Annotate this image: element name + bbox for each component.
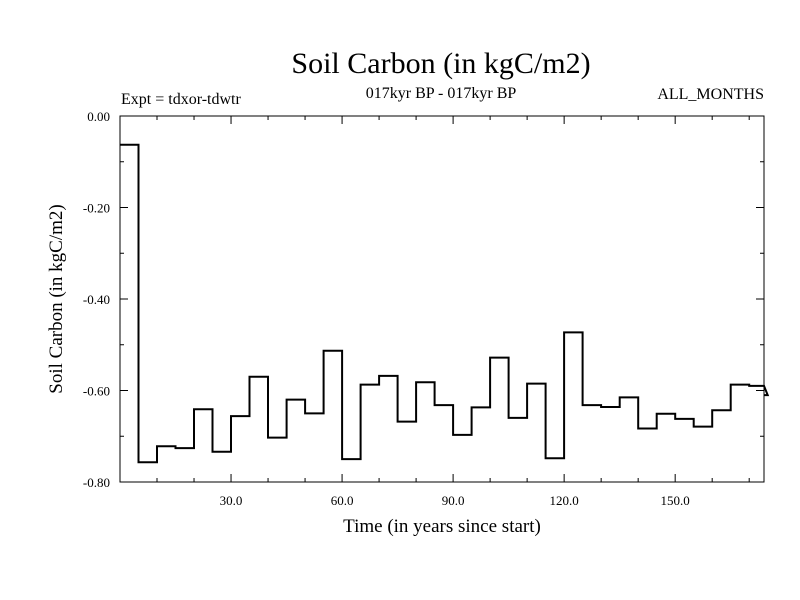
y-tick-label: -0.20 [83,201,110,216]
chart-subtitle: 017kyr BP - 017kyr BP [366,85,517,102]
x-tick-label: 30.0 [220,493,243,508]
y-tick-label: -0.80 [83,475,110,490]
y-tick-label: -0.40 [83,292,110,307]
x-tick-label: 120.0 [550,493,579,508]
x-tick-label: 90.0 [442,493,465,508]
x-axis-ticks: 30.0 60.0 90.0 120.0 150.0 [156,116,750,508]
x-tick-label: 150.0 [661,493,690,508]
experiment-label: Expt = tdxor-tdwtr [121,91,241,108]
y-tick-label: 0.00 [87,109,110,124]
x-tick-label: 60.0 [331,493,354,508]
y-axis-label: Soil Carbon (in kgC/m2) [46,204,67,393]
y-tick-label: -0.60 [83,384,110,399]
months-label: ALL_MONTHS [657,86,764,103]
chart-title: Soil Carbon (in kgC/m2) [291,47,590,80]
y-axis-ticks: -0.80 -0.60 -0.40 -0.20 0.00 [83,109,764,490]
x-axis-label: Time (in years since start) [343,516,541,537]
plot-frame [119,115,765,483]
series-line-soil-carbon [120,143,770,464]
